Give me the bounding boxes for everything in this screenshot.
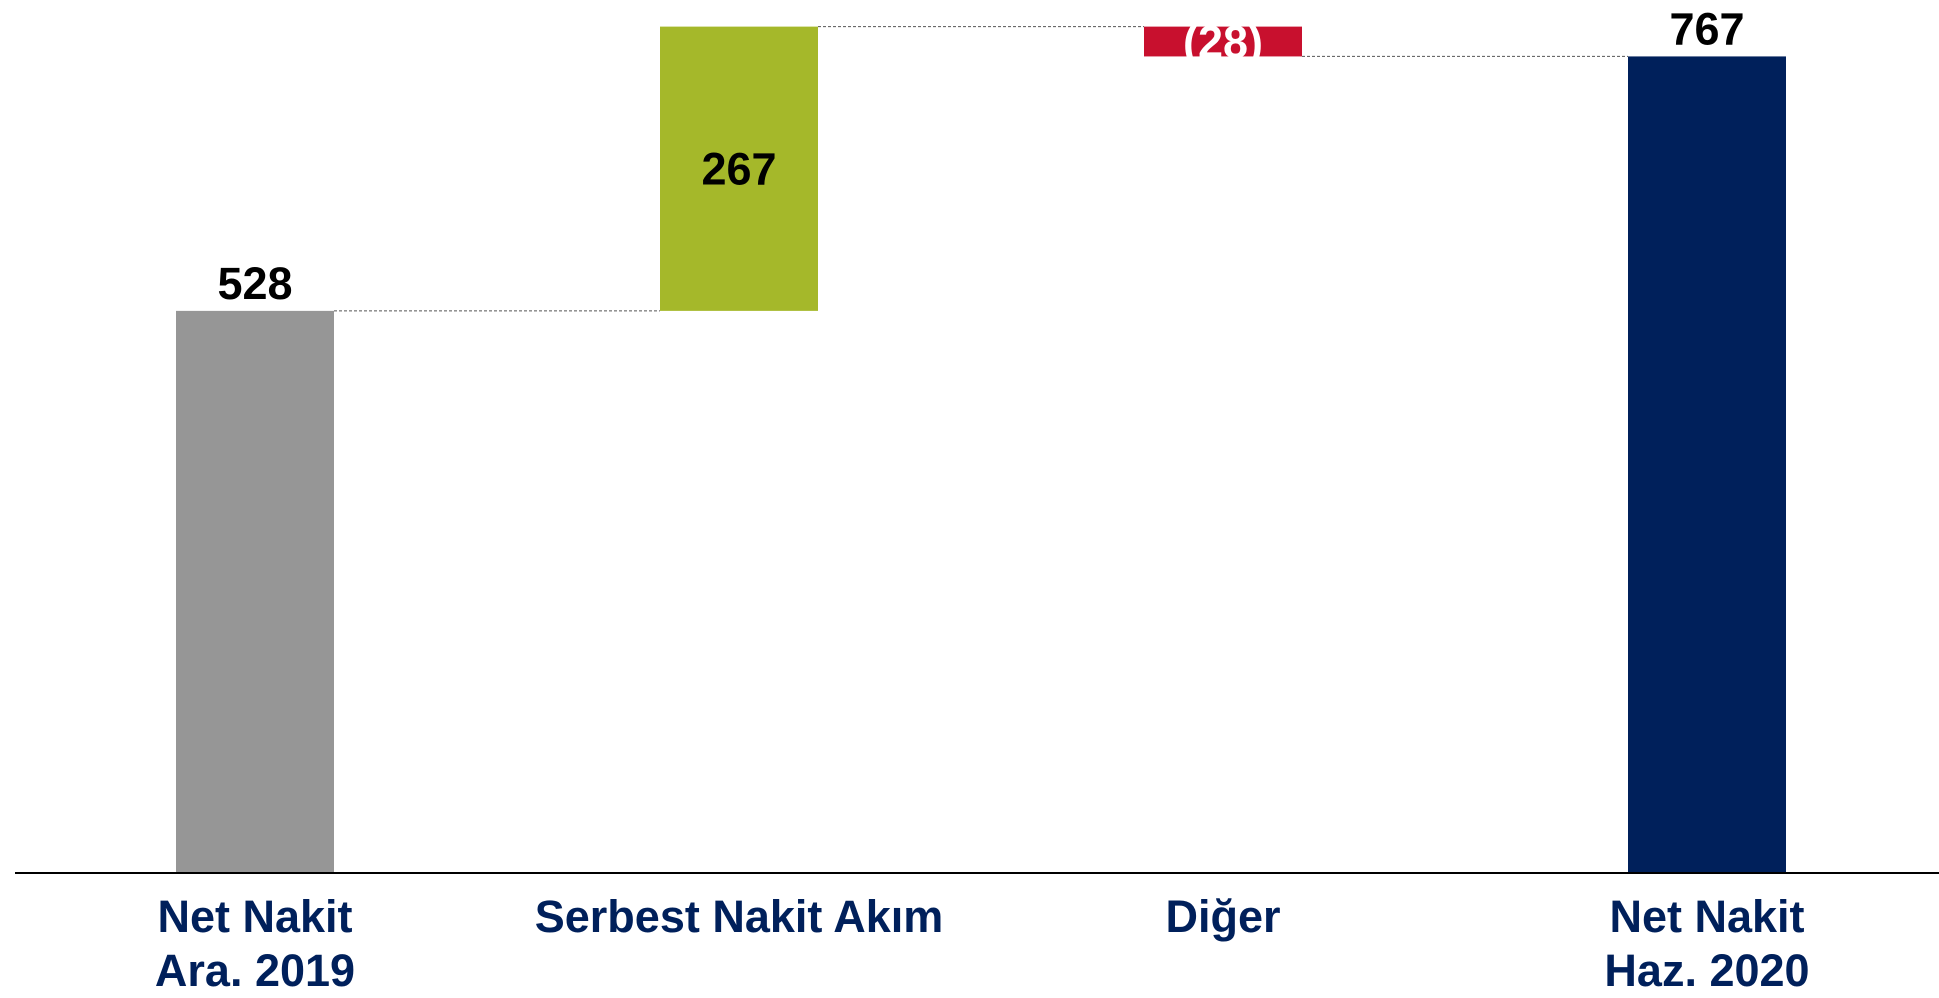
bar	[660, 26, 818, 311]
value-label: 767	[1669, 3, 1744, 54]
x-tick-label: Net Nakit Ara. 2019	[154, 891, 356, 996]
value-label: (28)	[1183, 17, 1263, 68]
bar	[1628, 56, 1786, 874]
bar	[176, 310, 334, 873]
value-label: 267	[701, 144, 776, 195]
x-tick-label: Net Nakit Haz. 2020	[1604, 891, 1810, 996]
value-label: 528	[217, 258, 292, 309]
x-tick-label: Serbest Nakit Akım	[534, 891, 944, 942]
bar	[1144, 26, 1302, 57]
x-tick-label: Diğer	[1165, 891, 1281, 942]
